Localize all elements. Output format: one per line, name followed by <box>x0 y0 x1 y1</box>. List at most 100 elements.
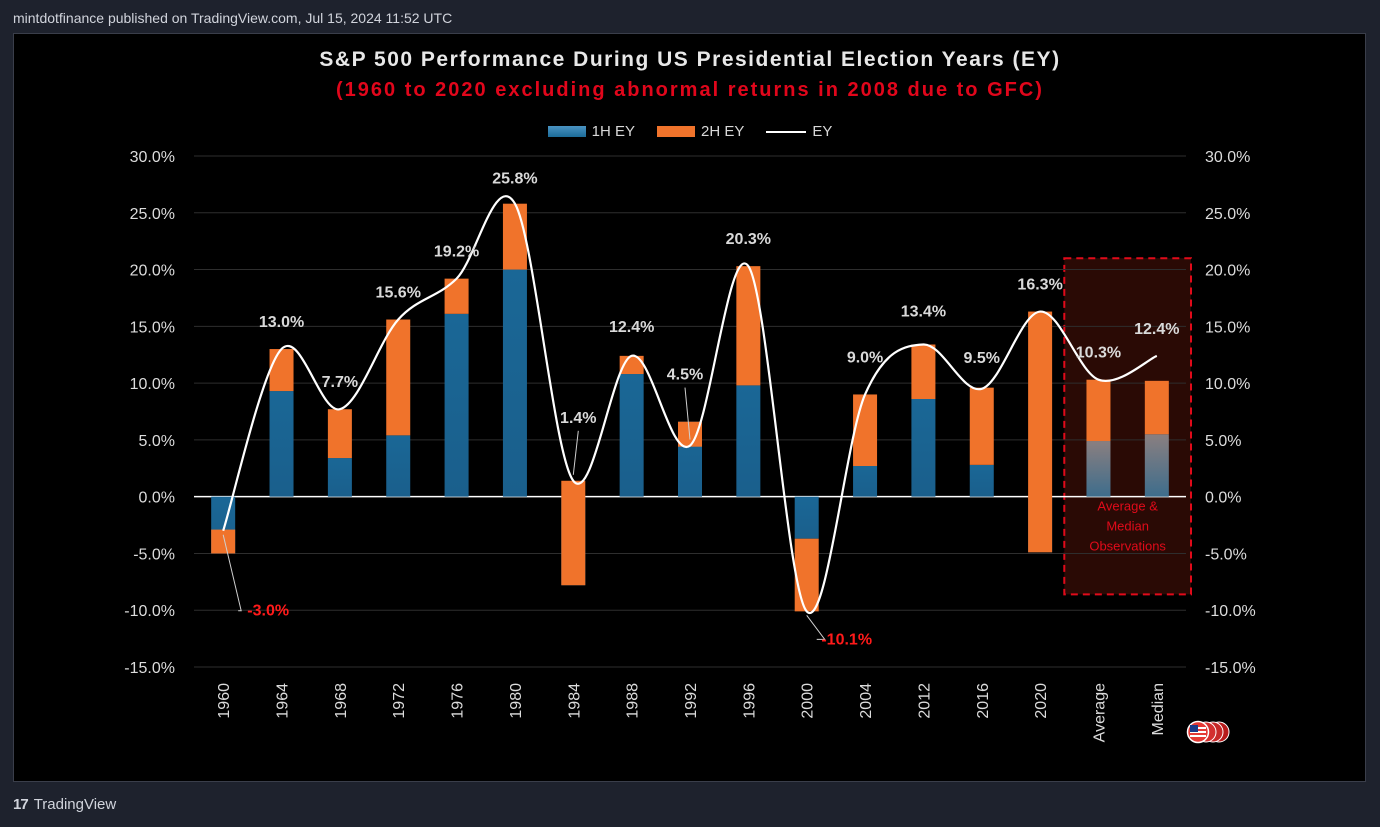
data-label-leader <box>806 615 826 640</box>
us-flag-icon <box>1185 720 1231 744</box>
tradingview-name: TradingView <box>33 796 117 813</box>
y-tick-label-right: 20.0% <box>1205 263 1250 280</box>
y-tick-label-left: 30.0% <box>130 149 175 166</box>
bar-2h <box>269 349 294 392</box>
chart-subtitle: (1960 to 2020 excluding abnormal returns… <box>336 79 1044 101</box>
data-label: 13.4% <box>901 304 946 321</box>
bar-2h <box>911 344 936 400</box>
bar-2h <box>444 278 469 314</box>
data-label: 20.3% <box>726 231 771 248</box>
y-tick-label-right: 15.0% <box>1205 319 1250 336</box>
bar-2h <box>1144 380 1169 435</box>
data-label: 13.0% <box>259 314 304 331</box>
y-tick-label-right: 10.0% <box>1205 376 1250 393</box>
x-category-label: 1972 <box>391 683 408 719</box>
highlight-box <box>1063 257 1192 596</box>
bar-2h <box>794 538 819 612</box>
bar-1h <box>794 496 819 539</box>
x-category-label: 1976 <box>450 683 467 719</box>
bar-2h <box>853 394 878 467</box>
x-category-label: Median <box>1150 683 1167 735</box>
y-tick-label-left: 5.0% <box>139 433 175 450</box>
y-tick-label-left: 25.0% <box>130 206 175 223</box>
ey-line <box>222 195 1158 615</box>
legend-swatch-ey <box>766 130 807 133</box>
bar-1h <box>327 458 352 497</box>
data-label: 12.4% <box>609 319 654 336</box>
data-label-leader <box>572 430 579 475</box>
bar-2h <box>211 529 236 554</box>
y-tick-label-right: -15.0% <box>1205 660 1256 677</box>
chart-legend: 1H EY 2H EY EY <box>0 123 1380 140</box>
x-category-label: 1988 <box>625 683 642 719</box>
data-label: 9.0% <box>847 349 883 366</box>
data-label: 4.5% <box>667 367 703 384</box>
x-category-label: 1964 <box>275 683 292 719</box>
bar-2h <box>1086 379 1111 442</box>
legend-swatch-1h <box>547 126 586 137</box>
x-category-label: 1960 <box>216 683 233 719</box>
x-category-label: 2016 <box>975 683 992 719</box>
data-label: 15.6% <box>376 285 421 302</box>
data-label: 12.4% <box>1134 321 1179 338</box>
y-tick-label-left: 20.0% <box>130 263 175 280</box>
bar-2h <box>561 480 586 586</box>
highlight-note-line: Average & <box>1097 498 1158 513</box>
bar-1h <box>502 269 527 497</box>
y-tick-label-left: -15.0% <box>124 660 175 677</box>
data-label: 1.4% <box>560 410 596 427</box>
bar-2h <box>969 387 994 465</box>
x-category-label: 1996 <box>741 683 758 719</box>
y-tick-label-right: -10.0% <box>1205 603 1256 620</box>
bar-2h <box>678 421 702 447</box>
x-category-label: 1984 <box>566 683 583 719</box>
y-tick-label-left: -10.0% <box>124 603 175 620</box>
y-tick-label-right: 5.0% <box>1205 433 1241 450</box>
bar-2h <box>386 319 411 436</box>
data-label-leader <box>684 387 691 440</box>
tradingview-brand[interactable]: 17 TradingView <box>13 796 116 813</box>
bar-2h <box>1028 311 1053 553</box>
publisher-line: mintdotfinance published on TradingView.… <box>13 10 453 26</box>
tradingview-logo-icon: 17 <box>13 796 29 813</box>
x-category-label: 2020 <box>1033 683 1050 719</box>
highlight-note-line: Observations <box>1089 538 1166 553</box>
y-tick-label-right: 30.0% <box>1205 149 1250 166</box>
data-label: -3.0% <box>247 603 289 620</box>
y-tick-label-right: -5.0% <box>1205 546 1247 563</box>
bar-1h <box>969 464 994 497</box>
bar-1h <box>444 313 469 497</box>
x-category-label: 2000 <box>800 683 817 719</box>
bar-1h <box>853 466 878 497</box>
bar-1h <box>1086 441 1111 497</box>
bar-1h <box>619 374 644 497</box>
y-tick-label-right: 25.0% <box>1205 206 1250 223</box>
data-label: 10.3% <box>1076 345 1121 362</box>
data-label: 16.3% <box>1017 277 1062 294</box>
data-label: 19.2% <box>434 244 479 261</box>
y-tick-label-left: 0.0% <box>139 490 175 507</box>
data-label-leader <box>222 534 242 612</box>
bar-2h <box>736 266 761 386</box>
x-category-label: 1992 <box>683 683 700 719</box>
x-category-label: Average <box>1091 683 1108 742</box>
x-category-label: 1968 <box>333 683 350 719</box>
legend-label-2h: 2H EY <box>700 123 745 140</box>
x-category-label: 1980 <box>508 683 525 719</box>
y-tick-label-left: 10.0% <box>130 376 175 393</box>
bar-1h <box>269 391 294 497</box>
legend-item-2h: 2H EY <box>656 123 745 140</box>
data-label: 9.5% <box>964 350 1000 367</box>
legend-item-1h: 1H EY <box>547 123 635 140</box>
y-tick-label-left: -5.0% <box>133 546 175 563</box>
data-label: -10.1% <box>821 631 872 648</box>
legend-item-ey: EY <box>766 123 832 140</box>
bar-1h <box>911 399 936 497</box>
bar-2h <box>502 203 527 270</box>
bar-1h <box>736 385 761 497</box>
y-tick-label-right: 0.0% <box>1205 490 1241 507</box>
x-category-label: 2004 <box>858 683 875 719</box>
data-label: 25.8% <box>492 171 537 188</box>
legend-swatch-2h <box>656 126 695 137</box>
